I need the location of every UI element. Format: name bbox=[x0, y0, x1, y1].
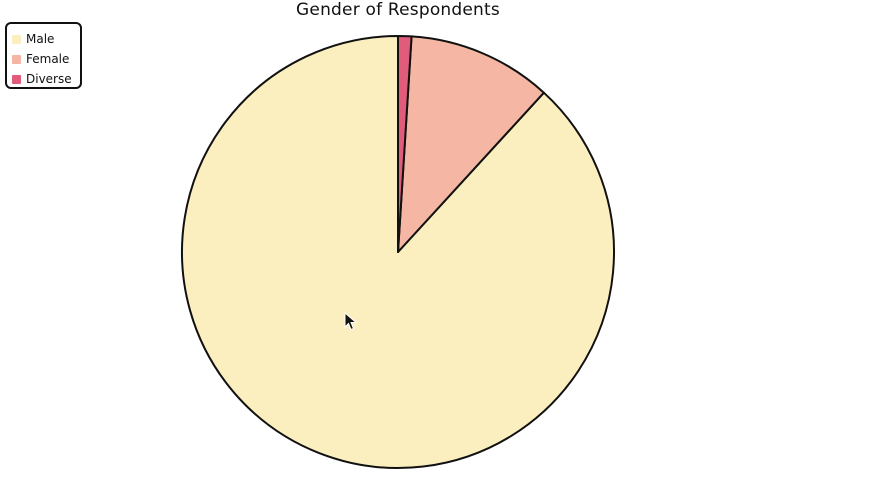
legend-label-female: Female bbox=[26, 52, 70, 66]
legend-swatch-female bbox=[12, 54, 21, 64]
legend-item-female: Female bbox=[7, 49, 80, 69]
legend-swatch-diverse bbox=[12, 74, 21, 84]
legend-label-diverse: Diverse bbox=[26, 72, 72, 86]
legend-item-diverse: Diverse bbox=[7, 69, 80, 89]
chart-title: Gender of Respondents bbox=[296, 0, 500, 20]
legend-label-male: Male bbox=[26, 32, 55, 46]
legend-item-male: Male bbox=[7, 29, 80, 49]
legend: Male Female Diverse bbox=[5, 22, 82, 89]
pie-slice-female bbox=[397, 35, 545, 253]
pie-slice-diverse bbox=[397, 35, 413, 253]
legend-swatch-male bbox=[12, 34, 21, 44]
mouse-cursor-icon bbox=[344, 312, 358, 331]
